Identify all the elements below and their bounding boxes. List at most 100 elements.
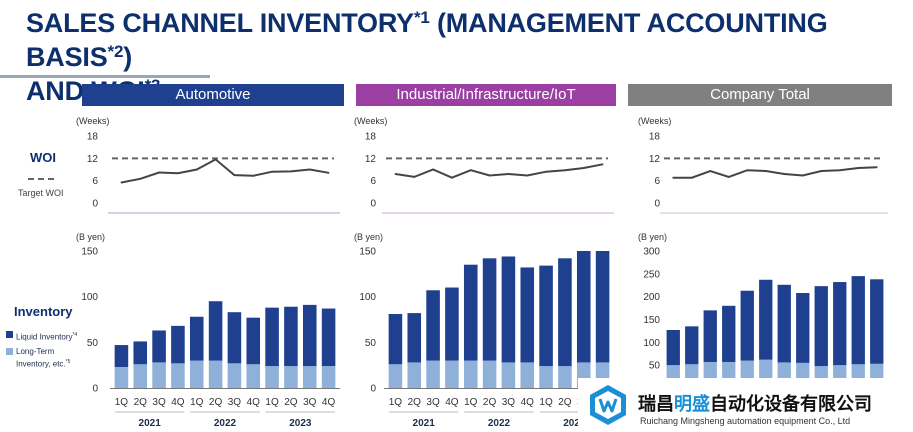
woi-point-2-10: [857, 167, 860, 169]
inv-ytick-2-250: 250: [643, 269, 660, 280]
woi-point-1-7: [526, 174, 529, 177]
woi-point-0-10: [308, 168, 311, 171]
xtick-quarter-1-0: 1Q: [389, 397, 403, 408]
xtick-quarter-1-8: 1Q: [539, 397, 553, 408]
woi-point-2-2: [709, 170, 712, 172]
title-underline: [0, 75, 210, 78]
target-woi-legend: Target WOI: [18, 175, 82, 205]
woi-point-0-7: [252, 174, 255, 177]
woi-ytick-2-12: 12: [649, 154, 661, 165]
inv-ytick-2-100: 100: [643, 338, 660, 349]
bar-liquid-1-6: [501, 256, 516, 363]
woi-ytick-2-6: 6: [654, 176, 660, 187]
woi-point-2-5: [764, 170, 767, 172]
liquid-swatch: [6, 331, 13, 338]
bar-liquid-2-5: [759, 279, 773, 360]
xtick-year-1-1: 2022: [488, 418, 511, 429]
xtick-quarter-0-8: 1Q: [265, 397, 279, 408]
bar-liquid-0-8: [265, 307, 279, 367]
bar-longterm-1-2: [426, 360, 440, 388]
bar-liquid-0-10: [302, 304, 317, 367]
woi-point-2-4: [746, 169, 749, 172]
bar-liquid-0-0: [114, 345, 129, 367]
inv-ytick-1-150: 150: [359, 247, 376, 258]
longterm-footnote: *5: [65, 359, 71, 365]
inv-ytick-0-150: 150: [81, 247, 98, 258]
woi-ytick-1-12: 12: [365, 154, 377, 165]
woi-series-line-1: [395, 163, 603, 179]
watermark-company-cn: 瑞昌明盛自动化设备有限公司: [638, 390, 872, 416]
bar-liquid-1-2: [426, 290, 440, 361]
bar-longterm-0-0: [114, 366, 129, 388]
xtick-year-1-2: 2023: [563, 418, 586, 429]
inv-ytick-2-150: 150: [643, 315, 660, 326]
bar-liquid-2-0: [666, 330, 680, 366]
title-close-text: ): [123, 42, 132, 72]
bar-longterm-0-5: [208, 360, 223, 388]
bar-liquid-0-2: [152, 330, 166, 363]
bar-liquid-1-3: [445, 287, 459, 361]
inv-ytick-0-100: 100: [81, 292, 98, 303]
woi-point-0-8: [271, 170, 273, 173]
bar-longterm-1-3: [445, 360, 459, 388]
bar-liquid-1-9: [558, 258, 572, 367]
inv-ytick-2-200: 200: [643, 292, 660, 303]
bar-liquid-1-1: [407, 313, 422, 363]
bar-longterm-0-1: [133, 364, 148, 388]
woi-point-0-3: [177, 172, 179, 175]
xtick-quarter-0-9: 2Q: [284, 397, 298, 408]
woi-point-0-6: [233, 174, 236, 176]
woi-point-0-1: [139, 177, 142, 180]
bar-longterm-1-4: [463, 360, 478, 388]
woi-ytick-0-12: 12: [87, 154, 99, 165]
xtick-quarter-0-2: 3Q: [152, 397, 166, 408]
bar-liquid-0-6: [227, 312, 242, 364]
bar-longterm-0-9: [284, 366, 298, 388]
inv-unit-label-0: (B yen): [76, 232, 105, 242]
bar-longterm-0-11: [321, 366, 336, 388]
xtick-quarter-0-6: 3Q: [228, 397, 242, 408]
bar-liquid-1-5: [482, 258, 497, 361]
woi-point-2-7: [801, 174, 804, 177]
xtick-year-0-2: 2023: [289, 418, 312, 429]
woi-point-2-11: [875, 166, 878, 169]
title-footnote-2: *2: [107, 42, 124, 61]
woi-point-1-5: [488, 174, 491, 177]
inv-ytick-1-50: 50: [365, 338, 377, 349]
bar-liquid-2-3: [722, 305, 736, 362]
bar-liquid-0-1: [133, 341, 148, 365]
woi-ytick-0-0: 0: [92, 199, 98, 210]
target-dash-swatch: [28, 178, 54, 180]
woi-ytick-1-6: 6: [370, 176, 376, 187]
woi-point-1-8: [545, 170, 547, 173]
title-mid-text: (MANAGEMENT ACCOUNTING BASIS: [26, 8, 828, 72]
inv-ytick-1-0: 0: [370, 384, 376, 395]
woi-point-1-4: [469, 169, 472, 172]
woi-point-0-11: [327, 171, 330, 174]
bar-liquid-2-7: [796, 293, 810, 363]
woi-point-1-10: [582, 167, 585, 169]
woi-ytick-0-6: 6: [92, 176, 98, 187]
bar-liquid-2-10: [851, 276, 865, 365]
bar-liquid-2-11: [870, 279, 884, 364]
woi-point-2-3: [727, 176, 730, 178]
xtick-quarter-0-3: 4Q: [171, 397, 185, 408]
inv-ytick-0-50: 50: [87, 338, 99, 349]
woi-unit-label-2: (Weeks): [638, 116, 671, 126]
xtick-quarter-1-9: 2Q: [558, 397, 572, 408]
target-woi-label: Target WOI: [18, 188, 64, 198]
bar-longterm-1-1: [407, 362, 422, 388]
bar-longterm-0-2: [152, 362, 166, 388]
watermark-cn-part3: 自动化设备有限公司: [710, 394, 872, 415]
woi-ytick-0-18: 18: [87, 132, 99, 143]
bar-liquid-1-11: [595, 251, 610, 363]
bar-longterm-0-4: [189, 360, 204, 388]
xtick-quarter-0-4: 1Q: [190, 397, 204, 408]
bar-liquid-0-11: [321, 308, 336, 367]
bar-liquid-1-10: [576, 251, 591, 363]
watermark-cn-part1: 瑞昌: [638, 394, 674, 415]
watermark-cn-part2: 明盛: [674, 394, 710, 415]
woi-point-0-4: [195, 168, 198, 171]
woi-point-1-6: [507, 173, 510, 175]
panel-header-industrial: Industrial/Infrastructure/IoT: [356, 84, 616, 106]
